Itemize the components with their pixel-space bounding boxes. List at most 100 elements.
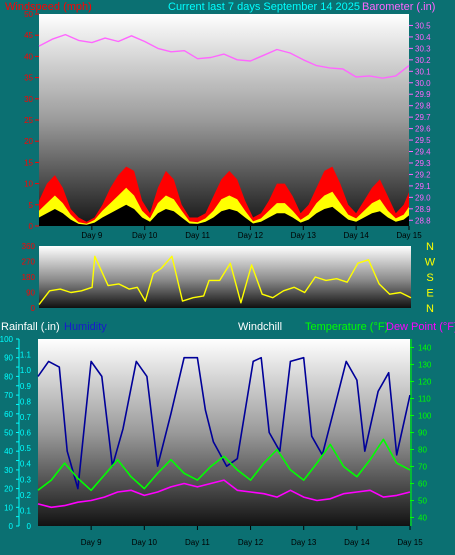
temperature-line: [37, 438, 411, 492]
direction-y-tick-label: 360: [22, 242, 36, 251]
bottom-x-tick-label: Day 12: [238, 538, 264, 547]
humidity-y-tick-label: 20: [4, 485, 13, 494]
bottom-x-tick-label: Day 10: [132, 538, 158, 547]
wind-y-tick-label: 20: [24, 137, 33, 146]
barometer-y-tick-label: 29.6: [415, 125, 431, 134]
barometer-y-tick-label: 30.1: [415, 67, 431, 76]
direction-y-tick-label: 180: [22, 273, 36, 282]
period-title: Current last 7 days September 14 2025: [168, 1, 360, 13]
bottom-x-tick-label: Day 14: [344, 538, 370, 547]
barometer-y-tick-label: 30.0: [415, 79, 431, 88]
compass-letter: N: [426, 303, 434, 315]
barometer-series-layer: [38, 33, 410, 79]
temperature-y-tick-label: 40: [418, 514, 427, 523]
wind-y-tick-label: 30: [24, 95, 33, 104]
windchill-label: Windchill: [238, 321, 282, 333]
wind-x-tick-label: Day 11: [185, 231, 210, 240]
barometer-y-tick-label: 28.9: [415, 205, 431, 214]
wind-x-tick-label: Day 15: [396, 231, 422, 240]
humidity-label: Humidity: [64, 321, 107, 333]
barometer-y-tick-label: 30.5: [415, 21, 431, 30]
wind-y-tick-label: 10: [24, 180, 33, 189]
barometer-y-tick-label: 29.7: [415, 113, 431, 122]
rainfall-y-tick-label: 0.4: [20, 460, 32, 469]
barometer-y-tick-label: 29.3: [415, 159, 431, 168]
wind-y-tick-label: 40: [24, 52, 33, 61]
humidity-y-tick-label: 100: [0, 335, 14, 344]
compass-letter: W: [425, 257, 436, 269]
wind-y-tick-label: 25: [24, 116, 33, 125]
barometer-y-tick-label: 29.9: [415, 90, 431, 99]
wind-direction-panel: [39, 246, 411, 308]
humidity-line: [37, 356, 411, 490]
wind-x-tick-label: Day 10: [132, 231, 158, 240]
axes-layer: 0 5 10 15 20 25 30 35 40 45 50 Day 9 Day 10 Day 11 Day…: [0, 10, 432, 547]
dew-point-line: [37, 479, 411, 509]
rainfall-y-tick-label: 0.7: [20, 413, 32, 422]
wind-title: Windspeed (mph): [5, 1, 92, 13]
humidity-y-tick-label: 70: [4, 391, 13, 400]
rainfall-y-tick-label: 0.3: [20, 475, 32, 484]
wind-x-tick-label: Day 14: [343, 231, 369, 240]
rainfall-y-tick-label: 0.6: [20, 429, 32, 438]
wind-y-tick-label: 15: [24, 158, 33, 167]
temperature-y-tick-label: 110: [418, 395, 431, 404]
barometer-y-tick-label: 30.3: [415, 44, 431, 53]
dewpoint-label: Dew Point (°F): [386, 321, 455, 333]
rainfall-y-tick-label: 1.1: [20, 351, 32, 360]
temperature-label: Temperature (°F): [305, 321, 388, 333]
humidity-y-tick-label: 80: [4, 372, 13, 381]
temperature-y-tick-label: 90: [418, 429, 427, 438]
rainfall-y-tick-label: 0.8: [20, 397, 32, 406]
direction-y-tick-label: 270: [22, 258, 36, 267]
wind-x-tick-label: Day 9: [81, 231, 102, 240]
wind-y-tick-label: 35: [24, 74, 33, 83]
barometer-y-tick-label: 29.4: [415, 148, 431, 157]
direction-series-layer: [38, 255, 412, 306]
barometer-y-tick-label: 29.8: [415, 102, 431, 111]
barometer-y-tick-label: 29.5: [415, 136, 431, 145]
rainfall-y-tick-label: 0.2: [20, 491, 32, 500]
barometer-y-tick-label: 28.8: [415, 216, 431, 225]
rainfall-label: Rainfall (.in): [1, 321, 60, 333]
barometer-y-tick-label: 30.4: [415, 33, 431, 42]
rainfall-y-tick-label: 0.1: [20, 506, 32, 515]
humidity-y-tick-label: 30: [4, 466, 13, 475]
rainfall-y-tick-label: 0.5: [20, 444, 32, 453]
temperature-y-tick-label: 50: [418, 497, 427, 506]
temperature-y-tick-label: 140: [418, 344, 432, 353]
wind-y-tick-label: 5: [29, 201, 34, 210]
bottom-x-tick-label: Day 9: [81, 538, 102, 547]
temperature-y-tick-label: 130: [418, 361, 432, 370]
wind-x-tick-label: Day 13: [291, 231, 317, 240]
temperature-y-tick-label: 70: [418, 463, 427, 472]
temperature-y-tick-label: 80: [418, 446, 427, 455]
wind-series-layer: [39, 166, 409, 226]
humidity-y-tick-label: 50: [4, 429, 13, 438]
barometer-line: [38, 33, 410, 79]
temperature-y-tick-label: 60: [418, 480, 427, 489]
wind-y-tick-label: 45: [24, 31, 33, 40]
rainfall-y-tick-label: 1.0: [20, 366, 32, 375]
direction-y-tick-label: 90: [26, 289, 35, 298]
direction-y-tick-label: 0: [31, 304, 36, 313]
compass-letter: E: [426, 288, 433, 300]
barometer-y-tick-label: 29.2: [415, 170, 431, 179]
barometer-title: Barometer (.in): [362, 1, 435, 13]
wind-y-tick-label: 0: [29, 222, 34, 231]
barometer-y-tick-label: 30.2: [415, 56, 431, 65]
humidity-y-tick-label: 0: [9, 522, 14, 531]
wind-direction-line: [38, 255, 412, 306]
humidity-y-tick-label: 10: [4, 503, 13, 512]
bottom-x-tick-label: Day 13: [291, 538, 317, 547]
compass-letter: N: [426, 241, 434, 253]
temperature-humidity-panel: [38, 339, 410, 526]
humidity-y-tick-label: 40: [4, 447, 13, 456]
temperature-series-layer: [37, 356, 411, 509]
barometer-y-tick-label: 29.1: [415, 182, 431, 191]
bottom-x-tick-label: Day 15: [397, 538, 423, 547]
wind-y-tick-label: 50: [24, 10, 33, 19]
